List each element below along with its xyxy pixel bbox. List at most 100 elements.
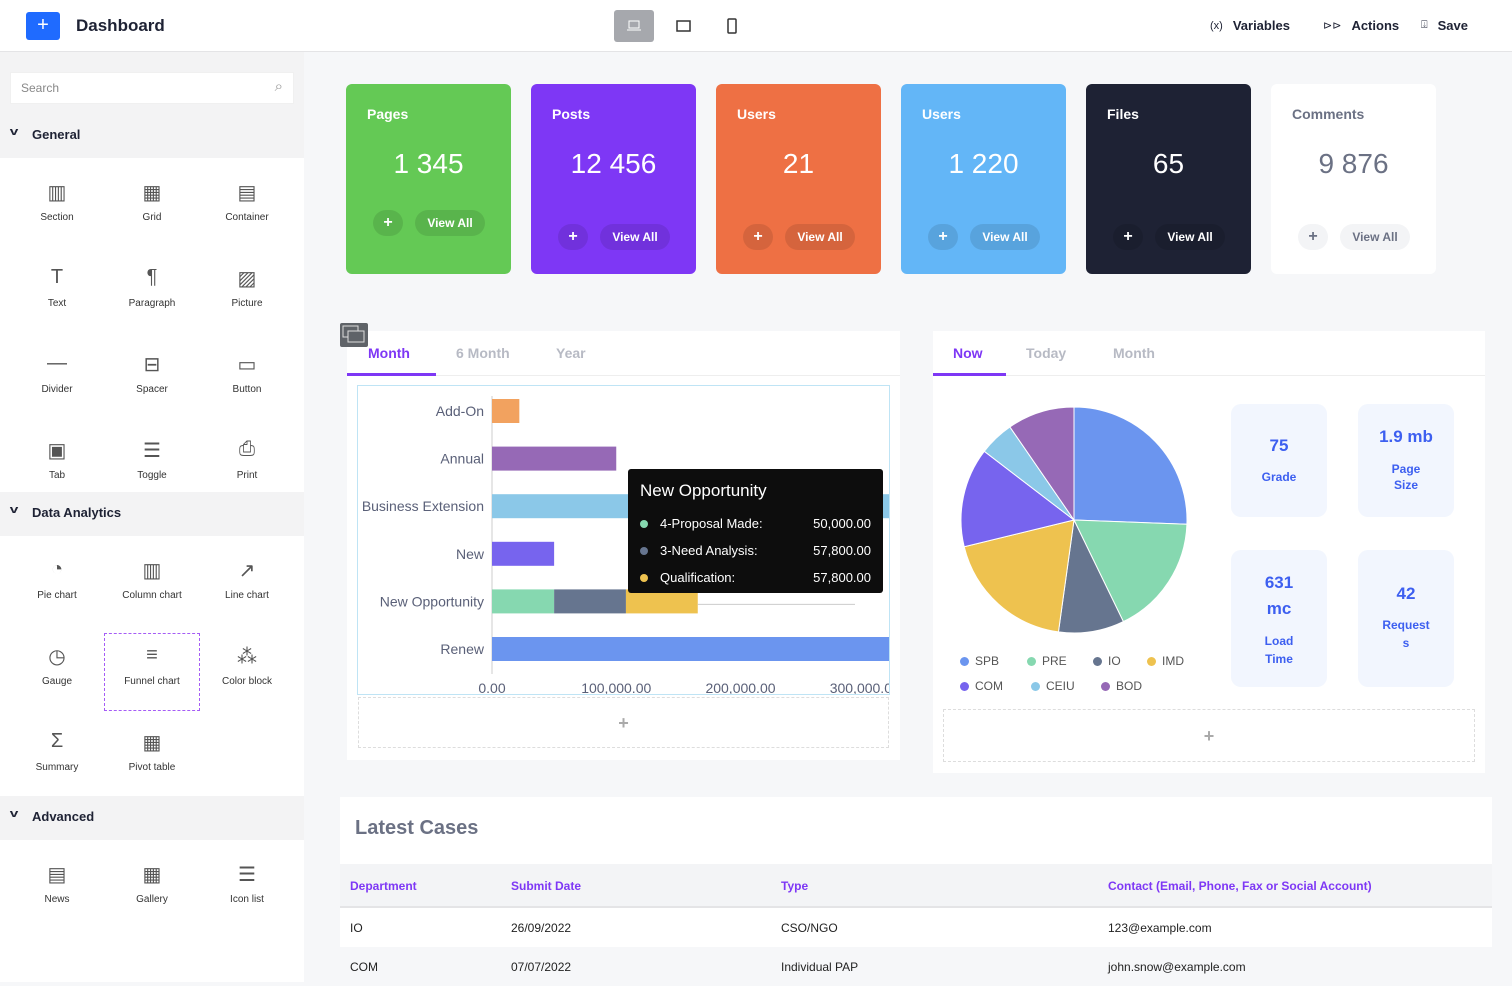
variables-button[interactable]: (x) Variables	[1210, 18, 1290, 33]
bar-new-total[interactable]	[492, 541, 555, 566]
add-button[interactable]: +	[1298, 224, 1328, 250]
view-all-button[interactable]: View All	[1340, 224, 1410, 250]
widget-gauge[interactable]: ◷ Gauge	[10, 634, 104, 710]
widget-label: Paragraph	[128, 298, 176, 309]
widget-color-block[interactable]: ⁂ Color block	[200, 634, 294, 710]
card-label: Users	[737, 106, 776, 122]
tab-today[interactable]: Today	[1026, 345, 1067, 361]
bar-add-on-total[interactable]	[492, 399, 520, 423]
widget-news[interactable]: ▤ News	[10, 852, 104, 928]
bar-new-opportunity-qualification[interactable]	[625, 589, 698, 614]
widget-column-chart[interactable]: ▥ Column chart	[105, 548, 199, 624]
pie-chart-icon: ◔	[50, 558, 64, 580]
legend-item-pre[interactable]: PRE	[1027, 654, 1067, 668]
pie-slice-spb[interactable]	[1073, 406, 1188, 525]
card-value: 21	[782, 148, 815, 179]
series-dot	[640, 573, 648, 582]
widget-section[interactable]: ▥ Section	[10, 170, 104, 246]
table-header: Department Submit Date Type Contact (Ema…	[340, 864, 1492, 908]
legend-item-spb[interactable]: SPB	[960, 654, 999, 668]
bar-annual-total[interactable]	[492, 446, 617, 471]
sidebar: Search ⌕ v General ▥ Section ▦ Grid ▤ Container T…	[0, 52, 304, 982]
tab-now[interactable]: Now	[953, 345, 983, 361]
widget-toggle[interactable]: ☰ Toggle	[105, 428, 199, 504]
table-cell: 123@example.com	[1108, 921, 1212, 935]
legend-item-bod[interactable]: BOD	[1101, 679, 1142, 693]
legend-item-com[interactable]: COM	[960, 679, 1003, 693]
section-advanced[interactable]: v Advanced	[0, 796, 304, 840]
add-widget-button[interactable]: +	[943, 709, 1475, 762]
tablet-view-button[interactable]	[664, 10, 704, 42]
widget-paragraph[interactable]: ¶ Paragraph	[105, 256, 199, 332]
mobile-view-button[interactable]	[712, 10, 752, 42]
widget-divider[interactable]: — Divider	[10, 342, 104, 418]
widget-pie-chart[interactable]: ◔ Pie chart	[10, 548, 104, 624]
add-button[interactable]: +	[558, 224, 588, 250]
pie-slice-pre[interactable]	[1073, 519, 1188, 623]
bar-new-opportunity-3-need-analysis[interactable]	[554, 589, 626, 614]
y-tick-label: Business Extension	[362, 498, 484, 514]
column-header[interactable]: Contact (Email, Phone, Fax or Social Acc…	[1108, 879, 1372, 893]
widget-container[interactable]: ▤ Container	[200, 170, 294, 246]
add-button[interactable]: +	[928, 224, 958, 250]
widget-handle-icon[interactable]	[340, 323, 368, 347]
legend-label: IMD	[1162, 654, 1184, 668]
pie-slice-imd[interactable]	[963, 519, 1075, 633]
widget-tab[interactable]: ▣ Tab	[10, 428, 104, 504]
section-data-analytics[interactable]: v Data Analytics	[0, 492, 304, 536]
tab-month[interactable]: Month	[1113, 345, 1155, 361]
add-button[interactable]: +	[373, 210, 403, 236]
view-all-button[interactable]: View All	[1155, 224, 1225, 250]
actions-button[interactable]: ⊳⊳ Actions	[1323, 18, 1399, 33]
column-chart-icon: ▥	[142, 560, 162, 582]
widget-text[interactable]: T Text	[10, 256, 104, 332]
add-widget-button[interactable]: +	[358, 697, 889, 748]
widget-line-chart[interactable]: ↗ Line chart	[200, 548, 294, 624]
pie-slice-com[interactable]	[960, 450, 1076, 548]
widget-icon-list[interactable]: ☰ Icon list	[200, 852, 294, 928]
save-button[interactable]: ⍗ Save	[1421, 18, 1468, 33]
variables-icon: (x)	[1210, 19, 1223, 32]
table-row[interactable]: COM 07/07/2022 Individual PAP john.snow@exa…	[340, 947, 1492, 986]
tab-year[interactable]: Year	[556, 345, 586, 361]
legend-item-ceiu[interactable]: CEIU	[1031, 679, 1075, 693]
widget-funnel-chart[interactable]: ≡ Funnel chart	[104, 633, 200, 711]
legend-item-imd[interactable]: IMD	[1147, 654, 1184, 668]
stat-card-pages: Pages 1 345 + View All	[346, 84, 511, 274]
pie-chart-panel: Now Today Month SPB PRE IO IMD COM CEIU BOD 75…	[933, 331, 1485, 773]
view-all-button[interactable]: View All	[970, 224, 1040, 250]
widget-gallery[interactable]: ▦ Gallery	[105, 852, 199, 928]
bar-renew-total[interactable]	[492, 637, 890, 661]
bar-new-opportunity-4-proposal-made[interactable]	[492, 589, 555, 614]
table-row[interactable]: IO 26/09/2022 CSO/NGO 123@example.com	[340, 908, 1492, 947]
section-general[interactable]: v General	[0, 114, 304, 158]
tab-6-month[interactable]: 6 Month	[456, 345, 510, 361]
column-header[interactable]: Submit Date	[511, 879, 582, 893]
legend-label: CEIU	[1046, 679, 1075, 693]
widget-spacer[interactable]: ⊟ Spacer	[105, 342, 199, 418]
column-header[interactable]: Department	[350, 879, 417, 893]
tooltip-value: 50,000.00	[813, 516, 871, 531]
pie-slice-bod[interactable]	[1009, 406, 1075, 522]
view-all-button[interactable]: View All	[785, 224, 855, 250]
search-placeholder: Search	[21, 81, 60, 95]
view-all-button[interactable]: View All	[600, 224, 670, 250]
add-button[interactable]: +	[743, 224, 773, 250]
widget-button[interactable]: ▭ Button	[200, 342, 294, 418]
widget-print[interactable]: ⎙ Print	[200, 428, 294, 504]
legend-dot	[960, 681, 969, 691]
tab-month[interactable]: Month	[368, 345, 410, 361]
widget-pivot-table[interactable]: ▦ Pivot table	[105, 720, 199, 796]
widget-summary[interactable]: Σ Summary	[10, 720, 104, 796]
add-button[interactable]: +	[1113, 224, 1143, 250]
widget-grid[interactable]: ▦ Grid	[105, 170, 199, 246]
legend-item-io[interactable]: IO	[1093, 654, 1121, 668]
add-button[interactable]: +	[26, 12, 60, 40]
desktop-view-button[interactable]	[614, 10, 654, 42]
legend-label: PRE	[1042, 654, 1067, 668]
search-input[interactable]: Search ⌕	[10, 72, 294, 104]
news-icon: ▤	[47, 864, 67, 886]
view-all-button[interactable]: View All	[415, 210, 485, 236]
widget-picture[interactable]: ▨ Picture	[200, 256, 294, 332]
column-header[interactable]: Type	[781, 879, 809, 893]
